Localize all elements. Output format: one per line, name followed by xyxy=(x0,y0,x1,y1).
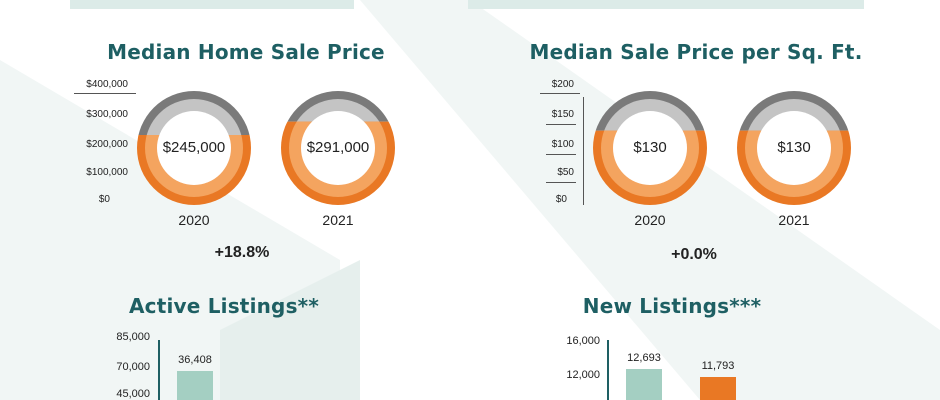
median-home-sale-price-title: Median Home Sale Price xyxy=(107,40,385,64)
sqft-axis-tick-2: $100 xyxy=(551,139,574,150)
sqft-axis-tick-3: $50 xyxy=(557,167,574,178)
sqft-axis-rule-3 xyxy=(546,182,576,183)
price-axis-tick-4: $0 xyxy=(98,194,110,205)
sqft-axis-tick-4: $0 xyxy=(555,194,567,205)
ring-hole xyxy=(301,111,375,185)
new-listings-bar-1 xyxy=(700,376,736,400)
sqft-axis-tick-0: $200 xyxy=(551,79,574,90)
ring-value-2021-price: $291,000 xyxy=(306,139,370,156)
ring-hole xyxy=(157,111,231,185)
price-axis-tick-0: $400,000 xyxy=(86,79,128,90)
active-listings-bar-value-0: 36,408 xyxy=(178,353,212,366)
ring-value-2021-sqft: $130 xyxy=(777,139,811,156)
active-axis-tick-1: 70,000 xyxy=(116,361,150,373)
sqft-axis-rule-2 xyxy=(546,154,576,155)
donut-ring-2020-sqft xyxy=(593,91,707,205)
active-axis-line xyxy=(158,340,160,400)
new-listings-bar-value-0: 12,693 xyxy=(627,352,661,365)
new-listings-bar-0 xyxy=(626,369,662,400)
price-change-percent: +18.8% xyxy=(214,244,270,261)
sqft-axis-rule-0 xyxy=(540,93,580,94)
sqft-axis-rule-1 xyxy=(546,124,576,125)
active-axis-tick-2: 45,000 xyxy=(116,388,150,400)
top-bar-right xyxy=(468,0,864,9)
year-label-2021-sqft: 2021 xyxy=(778,212,810,228)
year-label-2020-sqft: 2020 xyxy=(634,212,666,228)
price-axis-rule xyxy=(74,93,136,94)
new-listings-title: New Listings*** xyxy=(582,294,762,318)
donut-ring-2020-price xyxy=(137,91,251,205)
year-label-2020-price: 2020 xyxy=(178,212,210,228)
new-listings-bar-value-1: 11,793 xyxy=(701,359,735,372)
active-listings-bar-0 xyxy=(177,370,213,400)
ring-value-2020-sqft: $130 xyxy=(633,139,667,156)
median-sale-price-per-sqft-title: Median Sale Price per Sq. Ft. xyxy=(529,40,863,64)
price-axis-tick-3: $100,000 xyxy=(86,167,128,178)
donut-ring-2021-price xyxy=(281,91,395,205)
donut-ring-2021-sqft xyxy=(737,91,851,205)
active-listings-title: Active Listings** xyxy=(128,294,319,318)
price-axis-tick-1: $300,000 xyxy=(86,109,128,120)
ring-gray-inner xyxy=(296,99,380,122)
sqft-axis-tick-1: $150 xyxy=(551,109,574,120)
new-axis-tick-0: 16,000 xyxy=(566,335,600,347)
sqft-axis-vertical-rule xyxy=(583,97,584,205)
sqft-change-percent: +0.0% xyxy=(671,246,717,263)
year-label-2021-price: 2021 xyxy=(322,212,354,228)
new-axis-tick-1: 12,000 xyxy=(566,369,600,381)
active-axis-tick-0: 85,000 xyxy=(116,331,150,343)
ring-value-2020-price: $245,000 xyxy=(162,139,226,156)
new-axis-line xyxy=(607,340,609,400)
ring-hole xyxy=(757,111,831,185)
ring-hole xyxy=(613,111,687,185)
top-bar-left xyxy=(70,0,354,9)
price-axis-tick-2: $200,000 xyxy=(86,139,128,150)
